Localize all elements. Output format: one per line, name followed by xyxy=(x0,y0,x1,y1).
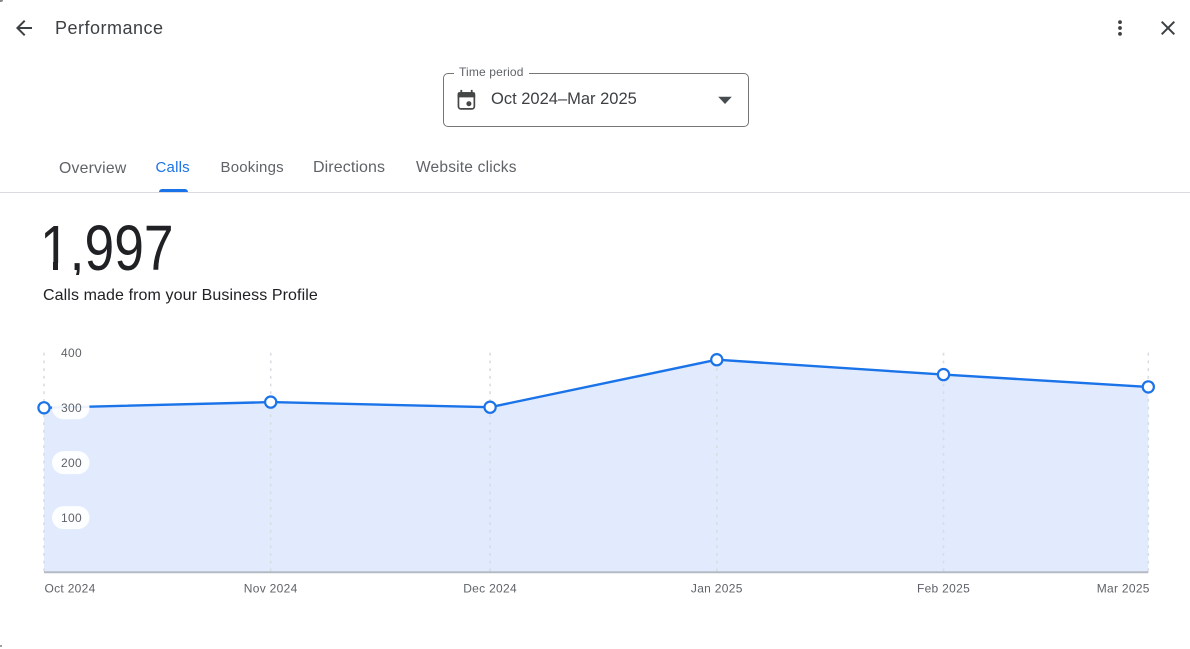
svg-text:Mar 2025: Mar 2025 xyxy=(1097,581,1150,595)
svg-text:Feb 2025: Feb 2025 xyxy=(917,581,970,595)
svg-text:400: 400 xyxy=(61,346,82,360)
svg-text:Jan 2025: Jan 2025 xyxy=(691,581,743,595)
svg-text:300: 300 xyxy=(61,401,82,415)
svg-text:100: 100 xyxy=(61,511,82,525)
svg-text:Oct 2024: Oct 2024 xyxy=(45,581,96,595)
svg-text:200: 200 xyxy=(61,456,82,470)
svg-text:Nov 2024: Nov 2024 xyxy=(244,581,298,595)
svg-text:Dec 2024: Dec 2024 xyxy=(463,581,517,595)
